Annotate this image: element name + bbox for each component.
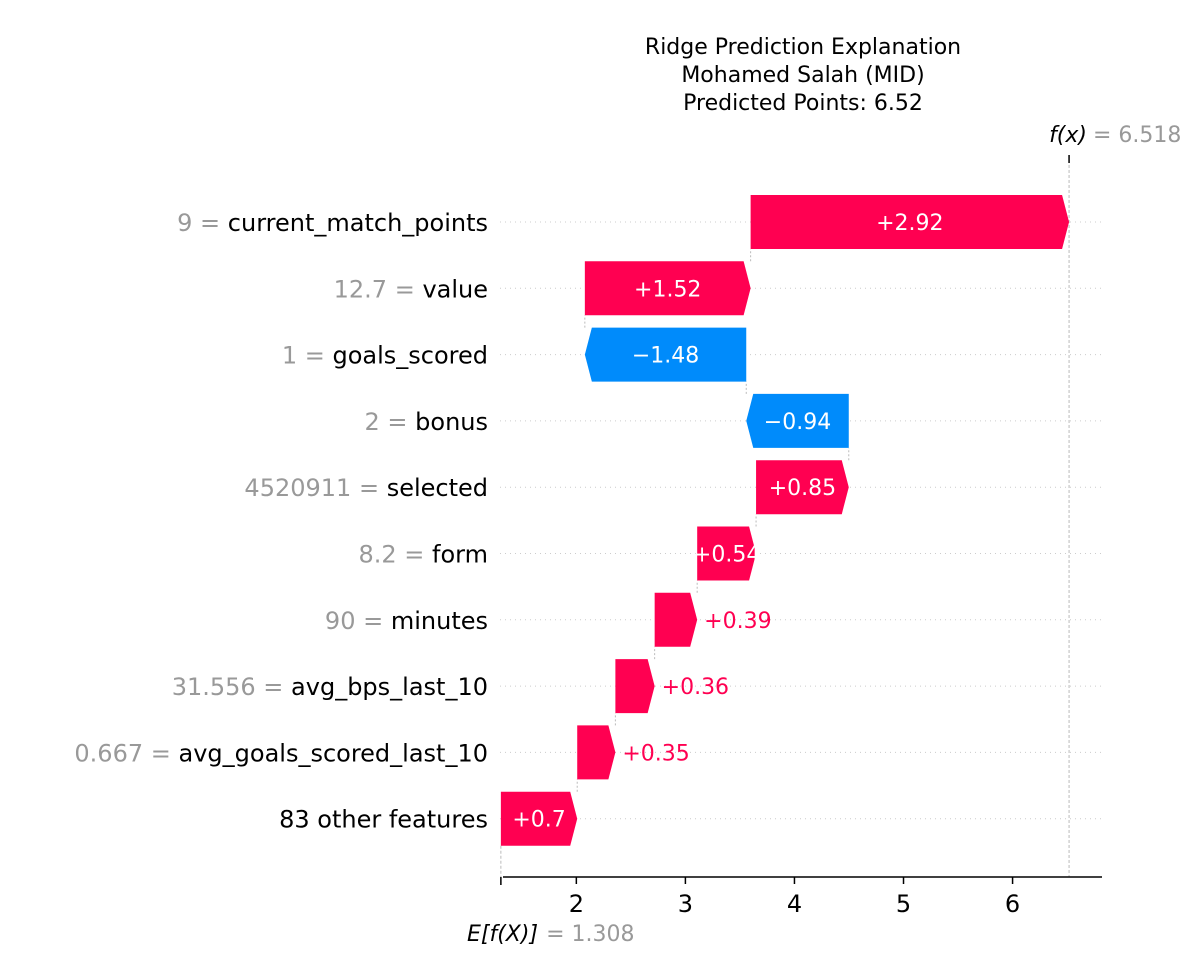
waterfall-bar (615, 659, 655, 714)
feature-value: 4520911 (244, 474, 351, 502)
feature-label: 1 = goals_scored (282, 342, 488, 370)
x-tick-label: 6 (1005, 890, 1020, 918)
chart-title-line-3: Predicted Points: 6.52 (683, 91, 923, 116)
feature-name: minutes (391, 607, 488, 635)
feature-equals: = (143, 739, 178, 767)
feature-equals: = (297, 342, 332, 370)
feature-name: form (432, 541, 488, 569)
bar-value-label: +0.36 (662, 675, 729, 700)
bar-value-label: +1.52 (634, 277, 701, 302)
feature-value: 0.667 (74, 739, 143, 767)
bar-value-label: +0.39 (704, 609, 771, 634)
base-value-label: E[f(X)] = 1.308 (467, 922, 634, 947)
feature-value: 12.7 (334, 275, 387, 303)
feature-value: 9 (177, 209, 192, 237)
feature-name: bonus (415, 408, 488, 436)
base-label: E[f(X)] (467, 922, 538, 947)
feature-equals: = (355, 607, 390, 635)
feature-value: 31.556 (172, 673, 256, 701)
feature-value: 2 (365, 408, 380, 436)
feature-label: 12.7 = value (334, 275, 488, 303)
feature-equals: = (387, 275, 422, 303)
bar-value-label: +0.35 (622, 741, 689, 766)
feature-label: 4520911 = selected (244, 474, 488, 502)
output-value-marker: f(x) = 6.518 (1049, 123, 1181, 148)
bar-value-label: −1.48 (632, 344, 699, 369)
x-tick-label: 5 (896, 890, 911, 918)
bar-value-label: +2.92 (876, 211, 943, 236)
feature-label: 2 = bonus (365, 408, 489, 436)
waterfall-bar (500, 791, 578, 846)
bar-value-label: +0.85 (769, 476, 836, 501)
feature-name: goals_scored (332, 342, 488, 370)
waterfall-bars (500, 195, 1070, 846)
feature-label: 9 = current_match_points (177, 209, 488, 237)
x-tick-label: 2 (569, 890, 584, 918)
feature-labels: +2.92 9 = current_match_points +1.52 12.7 =… (74, 209, 943, 834)
waterfall-bar (584, 261, 751, 316)
bar-value-label: +0.54 (693, 543, 760, 568)
feature-equals: = (380, 408, 415, 436)
waterfall-bar (697, 526, 757, 581)
output-label: f(x) (1049, 123, 1087, 148)
waterfall-bar (577, 725, 616, 780)
feature-label: 0.667 = avg_goals_scored_last_10 (74, 739, 488, 767)
x-axis: 2 3 4 5 6 (500, 876, 1102, 918)
feature-label: 31.556 = avg_bps_last_10 (172, 673, 488, 701)
base-value-marker: E[f(X)] = 1.308 (467, 922, 634, 947)
chart-title: Ridge Prediction Explanation Mohamed Sal… (645, 35, 961, 116)
connector-lines (500, 155, 1070, 877)
output-value: = 6.518 (1093, 123, 1181, 148)
bar-value-label: +0.7 (512, 808, 565, 833)
feature-equals: = (397, 541, 432, 569)
feature-name: avg_goals_scored_last_10 (179, 739, 489, 767)
chart-title-line-1: Ridge Prediction Explanation (645, 35, 961, 60)
feature-name: value (422, 275, 488, 303)
feature-label: 90 = minutes (325, 607, 488, 635)
output-value-label: f(x) = 6.518 (1049, 123, 1181, 148)
waterfall-bar (584, 327, 747, 382)
feature-equals: = (192, 209, 227, 237)
waterfall-bar (756, 460, 849, 515)
feature-equals: = (351, 474, 386, 502)
feature-value: 90 (325, 607, 356, 635)
bar-value-label: −0.94 (764, 410, 831, 435)
waterfall-bar (654, 592, 698, 647)
feature-name: selected (387, 474, 488, 502)
waterfall-bar (746, 393, 849, 448)
feature-label: 8.2 = form (358, 541, 488, 569)
chart-title-line-2: Mohamed Salah (MID) (681, 63, 924, 88)
base-value: = 1.308 (546, 922, 634, 947)
x-tick-label: 3 (678, 890, 693, 918)
feature-name: 83 other features (279, 806, 488, 834)
feature-label: 83 other features (279, 806, 488, 834)
x-tick-label: 4 (787, 890, 802, 918)
feature-equals: = (256, 673, 291, 701)
waterfall-bar (750, 195, 1070, 249)
feature-value: 1 (282, 342, 297, 370)
feature-value: 8.2 (358, 541, 396, 569)
feature-name: current_match_points (228, 209, 488, 237)
feature-name: avg_bps_last_10 (291, 673, 488, 701)
